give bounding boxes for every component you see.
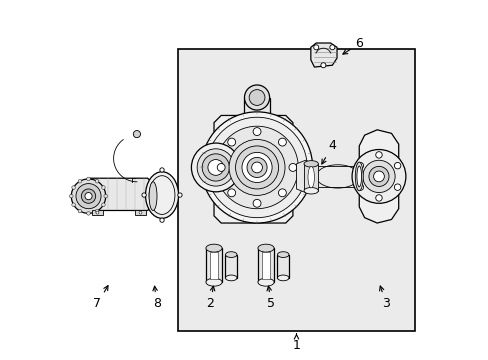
Ellipse shape <box>304 161 318 167</box>
Bar <box>258 248 274 282</box>
Circle shape <box>373 171 384 182</box>
Bar <box>203 162 215 173</box>
Circle shape <box>160 168 164 172</box>
Ellipse shape <box>355 162 363 191</box>
Text: 3: 3 <box>379 286 389 310</box>
Circle shape <box>76 184 101 209</box>
Circle shape <box>217 163 224 171</box>
Bar <box>225 255 237 278</box>
Circle shape <box>104 194 107 198</box>
Circle shape <box>253 128 261 135</box>
Circle shape <box>356 162 363 169</box>
Circle shape <box>95 179 99 183</box>
Circle shape <box>394 162 400 169</box>
Circle shape <box>227 189 235 197</box>
Circle shape <box>191 143 240 192</box>
Ellipse shape <box>145 172 178 219</box>
Ellipse shape <box>277 275 288 281</box>
Text: 8: 8 <box>152 286 161 310</box>
Text: 6: 6 <box>342 37 363 54</box>
Ellipse shape <box>225 275 237 281</box>
Bar <box>178 49 414 330</box>
Circle shape <box>375 152 382 158</box>
Bar <box>304 164 318 191</box>
Ellipse shape <box>149 182 157 211</box>
Bar <box>135 211 145 215</box>
Circle shape <box>201 112 312 223</box>
Circle shape <box>69 194 73 198</box>
Circle shape <box>242 152 271 183</box>
Circle shape <box>278 189 286 197</box>
Circle shape <box>71 179 105 213</box>
Circle shape <box>313 45 318 50</box>
Ellipse shape <box>205 278 222 286</box>
Circle shape <box>139 211 142 214</box>
Circle shape <box>368 166 388 186</box>
Circle shape <box>246 157 266 177</box>
Circle shape <box>394 184 400 190</box>
Ellipse shape <box>258 278 274 286</box>
Circle shape <box>202 154 229 181</box>
Circle shape <box>72 203 75 207</box>
Circle shape <box>78 209 81 213</box>
Polygon shape <box>296 160 314 193</box>
Polygon shape <box>359 130 398 223</box>
Circle shape <box>78 179 81 183</box>
Polygon shape <box>85 178 153 212</box>
Circle shape <box>96 211 99 214</box>
Circle shape <box>356 184 363 190</box>
Circle shape <box>278 138 286 146</box>
Circle shape <box>207 159 223 175</box>
Circle shape <box>251 162 262 173</box>
Ellipse shape <box>258 244 274 252</box>
Circle shape <box>72 186 75 189</box>
Circle shape <box>362 160 394 193</box>
Ellipse shape <box>356 166 361 187</box>
Circle shape <box>160 218 164 222</box>
Circle shape <box>102 203 105 207</box>
Circle shape <box>86 177 90 181</box>
Text: 7: 7 <box>93 286 108 310</box>
Circle shape <box>81 189 96 203</box>
Polygon shape <box>214 116 292 223</box>
Ellipse shape <box>307 166 314 188</box>
Circle shape <box>95 209 99 213</box>
Circle shape <box>85 193 92 200</box>
Bar <box>262 252 269 279</box>
Bar <box>210 252 218 279</box>
Ellipse shape <box>225 252 237 257</box>
Text: 4: 4 <box>321 139 336 164</box>
Circle shape <box>102 186 105 189</box>
Circle shape <box>142 193 146 197</box>
Circle shape <box>253 199 261 207</box>
Circle shape <box>235 146 278 189</box>
Text: 5: 5 <box>266 286 275 310</box>
Ellipse shape <box>277 252 288 257</box>
Text: 1: 1 <box>292 334 300 352</box>
Ellipse shape <box>205 244 222 252</box>
Circle shape <box>288 163 296 171</box>
Circle shape <box>215 126 298 209</box>
Circle shape <box>228 139 285 195</box>
Bar <box>206 248 222 282</box>
Circle shape <box>227 138 235 146</box>
Circle shape <box>249 90 264 105</box>
Polygon shape <box>244 98 270 116</box>
Circle shape <box>178 193 182 197</box>
Circle shape <box>244 85 269 110</box>
Circle shape <box>197 149 234 186</box>
Circle shape <box>133 131 140 138</box>
Bar <box>277 255 288 278</box>
Circle shape <box>351 149 405 203</box>
Circle shape <box>206 117 306 218</box>
Ellipse shape <box>304 188 318 194</box>
Text: 2: 2 <box>206 286 214 310</box>
Circle shape <box>375 195 382 201</box>
Circle shape <box>86 212 90 215</box>
Circle shape <box>329 45 334 50</box>
Bar <box>92 211 102 215</box>
Circle shape <box>320 63 325 68</box>
Polygon shape <box>310 43 336 67</box>
